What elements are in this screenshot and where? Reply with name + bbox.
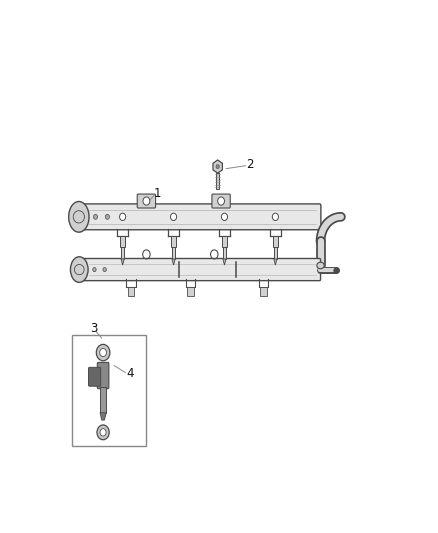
Bar bbox=[100, 387, 106, 413]
Bar bbox=[273, 236, 278, 247]
Polygon shape bbox=[121, 259, 124, 265]
Polygon shape bbox=[223, 259, 226, 265]
Bar bbox=[187, 287, 194, 296]
Circle shape bbox=[143, 197, 150, 205]
Polygon shape bbox=[100, 413, 106, 420]
Polygon shape bbox=[213, 160, 223, 173]
Circle shape bbox=[96, 344, 110, 361]
Bar bbox=[120, 236, 125, 247]
Bar bbox=[261, 287, 267, 296]
Circle shape bbox=[170, 213, 177, 221]
Circle shape bbox=[105, 214, 110, 219]
Circle shape bbox=[272, 213, 279, 221]
Polygon shape bbox=[172, 259, 175, 265]
FancyBboxPatch shape bbox=[137, 194, 155, 208]
Ellipse shape bbox=[317, 262, 324, 269]
Circle shape bbox=[103, 268, 106, 272]
Circle shape bbox=[93, 268, 96, 272]
Polygon shape bbox=[274, 259, 277, 265]
FancyBboxPatch shape bbox=[212, 194, 230, 208]
FancyBboxPatch shape bbox=[81, 204, 321, 230]
Bar bbox=[222, 236, 227, 247]
Text: 2: 2 bbox=[247, 158, 254, 171]
Bar bbox=[172, 247, 175, 259]
Bar bbox=[216, 173, 219, 189]
Circle shape bbox=[97, 425, 109, 440]
FancyBboxPatch shape bbox=[81, 259, 321, 281]
Bar bbox=[121, 247, 124, 259]
Circle shape bbox=[218, 197, 225, 205]
FancyBboxPatch shape bbox=[88, 367, 101, 386]
FancyBboxPatch shape bbox=[97, 362, 109, 389]
Bar bbox=[128, 287, 134, 296]
Circle shape bbox=[100, 349, 106, 357]
Text: 1: 1 bbox=[153, 187, 161, 200]
Bar bbox=[274, 247, 277, 259]
Circle shape bbox=[93, 214, 98, 219]
Text: 4: 4 bbox=[126, 367, 134, 381]
Ellipse shape bbox=[71, 257, 88, 282]
Bar bbox=[72, 335, 146, 446]
Bar bbox=[223, 247, 226, 259]
Bar bbox=[171, 236, 176, 247]
Circle shape bbox=[120, 213, 126, 221]
Circle shape bbox=[222, 213, 227, 221]
Circle shape bbox=[100, 429, 106, 436]
Circle shape bbox=[216, 165, 219, 168]
Ellipse shape bbox=[69, 201, 89, 232]
Text: 3: 3 bbox=[90, 322, 98, 335]
